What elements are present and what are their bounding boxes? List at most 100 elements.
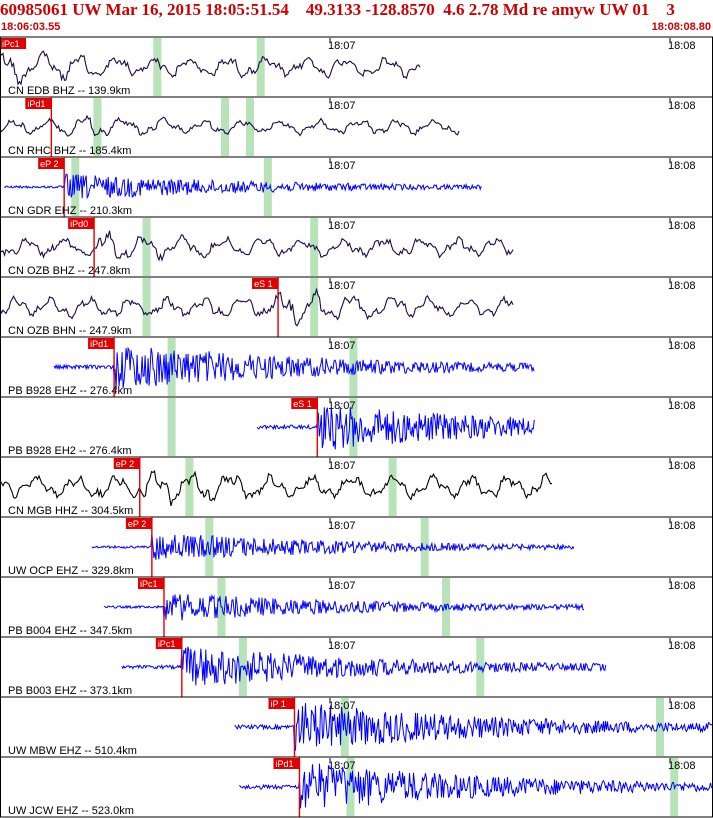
coda-window-marker (246, 98, 254, 156)
pick-label: iPd1 (275, 759, 293, 769)
coda-window-marker (346, 758, 355, 816)
trace-panel[interactable]: 18:07 18:08 iPc1 CN EDB BHZ -- 139.9km (0, 37, 713, 98)
waveform-trace (121, 646, 607, 686)
pick-box[interactable] (88, 338, 115, 349)
time-tick-label: 18:07 (328, 520, 356, 532)
pick-box[interactable] (25, 98, 52, 109)
time-tick-label: 18:08 (668, 40, 696, 52)
pick-box[interactable] (125, 518, 152, 529)
time-tick-label: 18:07 (328, 340, 356, 352)
coda-window-marker (71, 158, 80, 216)
pick-box[interactable] (291, 398, 318, 409)
channel-label: PB B928 EHZ -- 276.4km (8, 385, 132, 397)
waveform-trace (239, 763, 713, 809)
coda-window-marker (142, 218, 151, 276)
channel-label: CN OZB BHZ -- 247.8km (8, 265, 130, 277)
waveform-trace (0, 230, 514, 262)
coda-window-marker (142, 278, 151, 336)
time-tick-label: 18:08 (668, 580, 696, 592)
trace-panel[interactable]: 18:07 18:08 iP 1 UW MBW EHZ -- 510.4km (0, 697, 713, 758)
channel-label: PB B928 EH2 -- 276.4km (8, 445, 132, 457)
pick-box[interactable] (68, 218, 95, 229)
waveform-trace (0, 287, 514, 327)
channel-label: PB B004 EHZ -- 347.5km (8, 625, 132, 637)
waveform-trace (91, 533, 575, 560)
time-tick-label: 18:08 (668, 280, 696, 292)
coda-window-marker (167, 398, 176, 456)
coda-window-marker (388, 458, 397, 516)
channel-label: UW MBW EHZ -- 510.4km (8, 745, 137, 757)
pick-label: iPd1 (90, 339, 108, 349)
time-tick-label: 18:08 (668, 160, 696, 172)
trace-panel[interactable]: 18:07 18:08 eP 2 CN MGB HHZ -- 304.5km (0, 457, 713, 518)
time-tick-label: 18:08 (668, 640, 696, 652)
pick-label: iPc1 (140, 579, 158, 589)
waveform-trace (53, 346, 535, 391)
trace-panel[interactable]: 18:07 18:08 eP 2 CN GDR EHZ -- 210.3km (0, 157, 713, 218)
time-tick-label: 18:08 (668, 760, 696, 772)
time-tick-label: 18:07 (328, 580, 356, 592)
channel-label: CN EDB BHZ -- 139.9km (8, 85, 130, 97)
pick-label: iPc1 (2, 39, 20, 49)
pick-box[interactable] (155, 638, 182, 649)
pick-label: eP 2 (40, 159, 58, 169)
time-tick-label: 18:07 (328, 640, 356, 652)
channel-label: CN OZB BHN -- 247.9km (8, 325, 131, 337)
channel-label: UW JCW EHZ -- 523.0km (8, 805, 134, 817)
time-tick-label: 18:08 (668, 400, 696, 412)
pick-label: eP 2 (128, 519, 146, 529)
time-tick-label: 18:08 (668, 460, 696, 472)
window-start-time: 18:06:03.55 (1, 21, 61, 33)
channel-label: UW OCP EHZ -- 329.8km (8, 565, 134, 577)
coda-window-marker (153, 38, 162, 96)
pick-box[interactable] (0, 38, 26, 49)
time-tick-label: 18:08 (668, 220, 696, 232)
time-tick-label: 18:07 (328, 280, 356, 292)
coda-window-marker (221, 98, 229, 156)
trace-panel[interactable]: 18:07 18:08 eS 1 PB B928 EH2 -- 276.4km (0, 397, 713, 458)
waveform-trace (0, 50, 421, 86)
coda-window-marker (656, 698, 664, 756)
pick-box[interactable] (252, 278, 279, 289)
trace-panel[interactable]: 18:07 18:08 iPc1 PB B003 EHZ -- 373.1km (0, 637, 713, 698)
pick-label: eP 2 (116, 459, 134, 469)
waveform-trace (0, 114, 460, 137)
trace-panel[interactable]: 18:07 18:08 iPc1 PB B004 EHZ -- 347.5km (0, 577, 713, 638)
waveform-trace (3, 173, 482, 200)
coda-window-marker (205, 518, 214, 576)
pick-label: eS 1 (254, 279, 273, 289)
trace-panel[interactable]: 18:07 18:08 iPd1 CN RHC BHZ -- 185.4km (0, 97, 713, 158)
time-tick-label: 18:07 (328, 700, 356, 712)
pick-label: iPc1 (158, 639, 176, 649)
channel-label: PB B003 EHZ -- 373.1km (8, 685, 132, 697)
waveform-trace (256, 407, 535, 450)
trace-panel[interactable]: 18:07 18:08 iPd0 CN OZB BHZ -- 247.8km (0, 217, 713, 278)
channel-label: CN MGB HHZ -- 304.5km (8, 505, 133, 517)
window-end-time: 18:08:08.80 (651, 21, 711, 33)
time-tick-label: 18:07 (328, 100, 356, 112)
trace-panel[interactable]: 18:07 18:08 iPd1 PB B928 EHZ -- 276.4km (0, 337, 713, 398)
time-tick-label: 18:07 (328, 220, 356, 232)
coda-window-marker (310, 278, 319, 336)
coda-window-marker (256, 38, 265, 96)
trace-panel[interactable]: 18:07 18:08 eS 1 CN OZB BHN -- 247.9km (0, 277, 713, 338)
coda-window-marker (93, 98, 102, 156)
pick-box[interactable] (38, 158, 65, 169)
pick-label: iP 1 (270, 699, 285, 709)
coda-window-marker (340, 698, 349, 756)
coda-window-marker (420, 518, 429, 576)
waveform-trace (234, 703, 713, 751)
time-tick-label: 18:07 (328, 760, 356, 772)
pick-box[interactable] (273, 758, 300, 769)
time-tick-label: 18:08 (668, 100, 696, 112)
pick-box[interactable] (113, 458, 140, 469)
pick-label: iPd1 (27, 99, 45, 109)
pick-box[interactable] (137, 578, 164, 589)
pick-label: eS 1 (293, 399, 312, 409)
event-title: 60985061 UW Mar 16, 2015 18:05:51.54 49.… (0, 0, 675, 19)
trace-panel[interactable]: 18:07 18:08 eP 2 UW OCP EHZ -- 329.8km (0, 517, 713, 578)
pick-box[interactable] (268, 698, 295, 709)
trace-panel[interactable]: 18:07 18:08 iPd1 UW JCW EHZ -- 523.0km (0, 757, 713, 818)
pick-label: iPd0 (70, 219, 88, 229)
